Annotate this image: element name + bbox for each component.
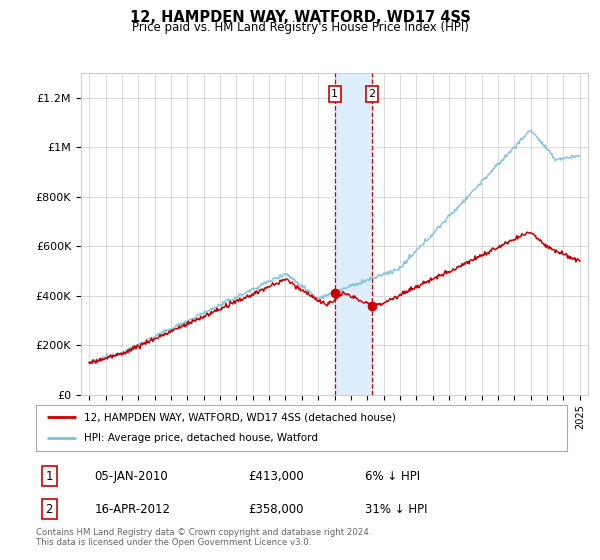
- Text: Contains HM Land Registry data © Crown copyright and database right 2024.
This d: Contains HM Land Registry data © Crown c…: [36, 528, 371, 547]
- Text: £413,000: £413,000: [248, 469, 304, 483]
- Text: 1: 1: [331, 89, 338, 99]
- Text: 2: 2: [368, 89, 376, 99]
- Text: 05-JAN-2010: 05-JAN-2010: [94, 469, 168, 483]
- Bar: [335, 73, 372, 395]
- Text: 16-APR-2012: 16-APR-2012: [94, 502, 170, 516]
- Text: Price paid vs. HM Land Registry's House Price Index (HPI): Price paid vs. HM Land Registry's House …: [131, 21, 469, 34]
- Text: 12, HAMPDEN WAY, WATFORD, WD17 4SS (detached house): 12, HAMPDEN WAY, WATFORD, WD17 4SS (deta…: [84, 412, 395, 422]
- Text: 12, HAMPDEN WAY, WATFORD, WD17 4SS: 12, HAMPDEN WAY, WATFORD, WD17 4SS: [130, 10, 470, 25]
- Text: 2: 2: [46, 502, 53, 516]
- Text: HPI: Average price, detached house, Watford: HPI: Average price, detached house, Watf…: [84, 433, 318, 444]
- Text: £358,000: £358,000: [248, 502, 304, 516]
- Text: 31% ↓ HPI: 31% ↓ HPI: [365, 502, 428, 516]
- Text: 1: 1: [46, 469, 53, 483]
- Text: 6% ↓ HPI: 6% ↓ HPI: [365, 469, 421, 483]
